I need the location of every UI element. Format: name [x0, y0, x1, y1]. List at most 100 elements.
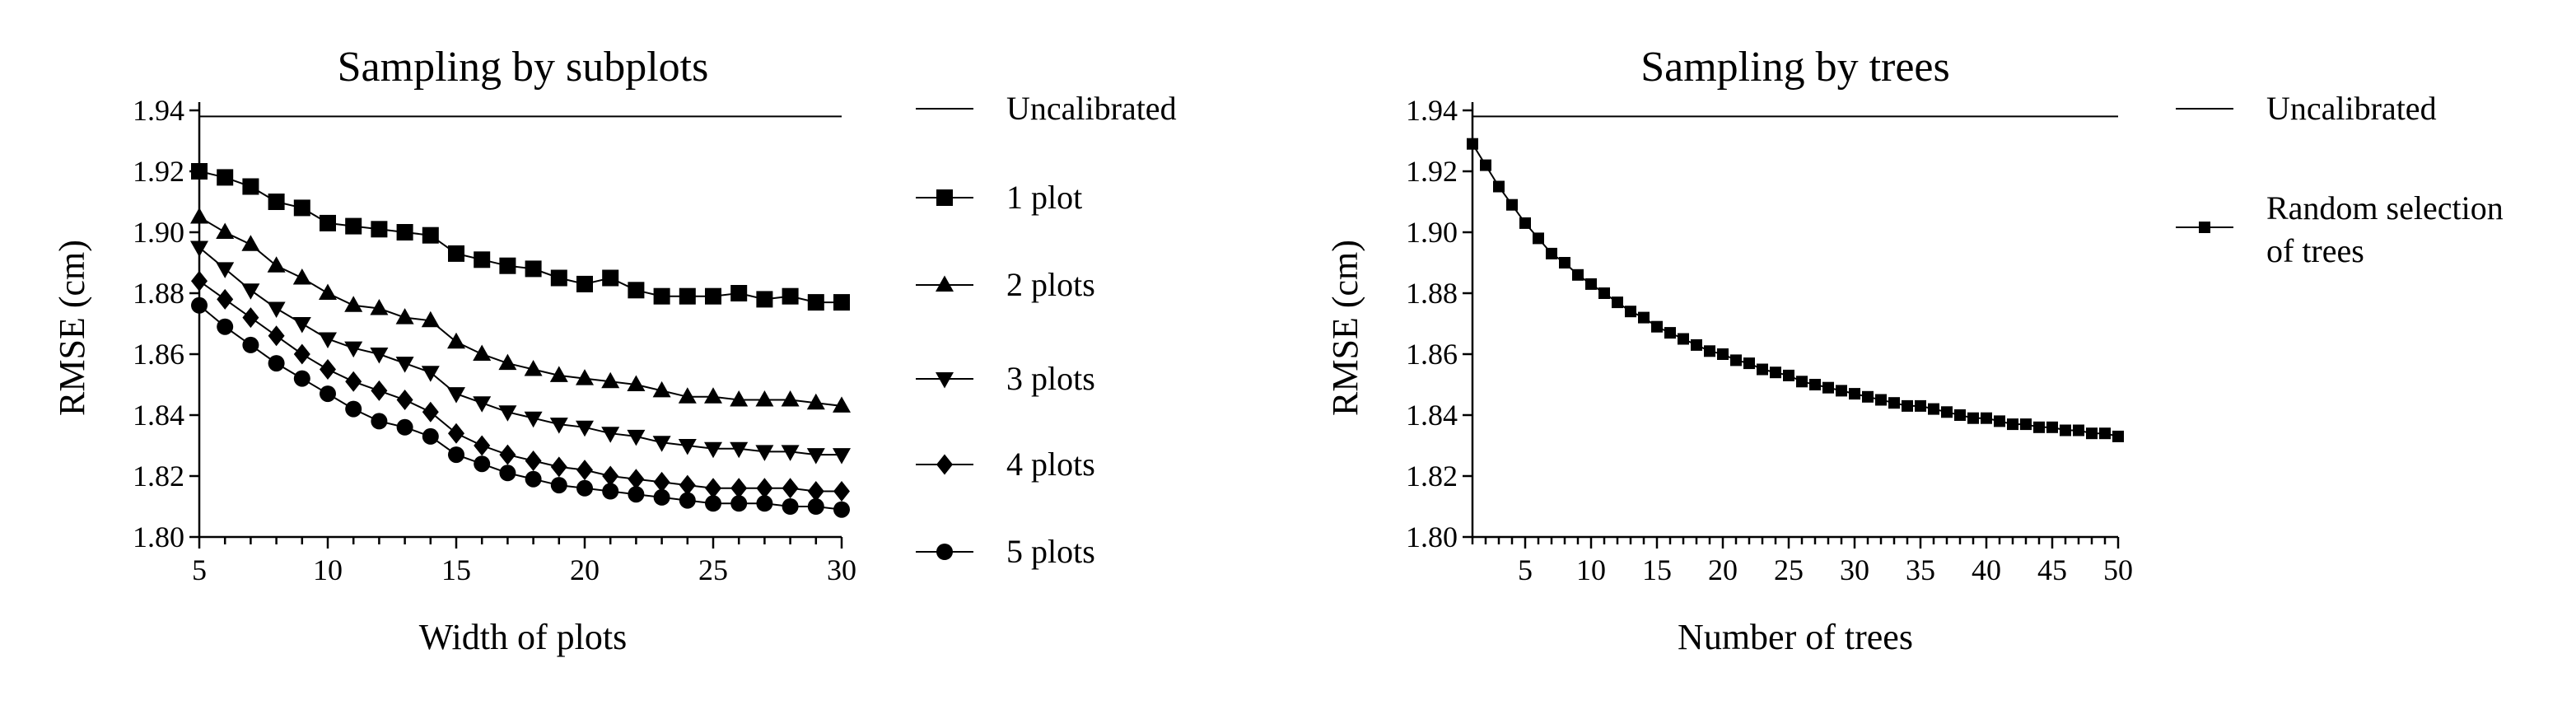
data-point-4-plots — [653, 471, 670, 493]
data-point-4-plots — [268, 325, 285, 347]
legend-label-1-plot: 1 plot — [1006, 179, 1082, 216]
data-point-5-plots — [550, 477, 567, 494]
data-point-2-plots — [447, 332, 465, 349]
y-axis-label: RMSE (cm) — [1325, 240, 1365, 416]
data-point-random-selection-of-trees — [1849, 388, 1860, 400]
y-tick-label: 1.88 — [1406, 277, 1458, 310]
y-tick-label: 1.92 — [133, 155, 184, 188]
data-point-random-selection-of-trees — [1480, 159, 1491, 171]
data-point-5-plots — [242, 336, 259, 353]
y-tick-label: 1.86 — [133, 338, 184, 371]
data-point-1-plot — [320, 214, 336, 231]
data-point-4-plots — [499, 444, 516, 465]
data-point-4-plots — [345, 371, 362, 392]
data-point-5-plots — [293, 370, 310, 387]
y-tick-label: 1.90 — [133, 216, 184, 249]
series-line-3-plots — [198, 246, 842, 456]
data-point-2-plots — [627, 375, 646, 391]
legend-label-2-plots: 2 plots — [1006, 266, 1095, 303]
data-point-random-selection-of-trees — [2020, 418, 2032, 431]
data-point-random-selection-of-trees — [2073, 424, 2084, 437]
data-point-3-plots — [627, 429, 646, 446]
data-point-3-plots — [498, 405, 517, 422]
data-point-random-selection-of-trees — [1638, 311, 1650, 324]
x-tick-label: 50 — [2103, 553, 2133, 586]
data-point-5-plots — [833, 501, 850, 518]
y-tick-label: 1.82 — [133, 460, 184, 493]
data-point-1-plot — [217, 169, 234, 186]
data-point-1-plot — [345, 217, 362, 235]
data-point-2-plots — [190, 208, 208, 224]
data-point-3-plots — [267, 301, 286, 318]
data-point-1-plot — [653, 287, 670, 305]
data-point-5-plots — [705, 495, 721, 512]
legend-label-5-plots: 5 plots — [1006, 533, 1095, 570]
data-point-random-selection-of-trees — [2112, 430, 2124, 442]
data-point-random-selection-of-trees — [1546, 247, 1557, 259]
y-tick-label: 1.94 — [133, 94, 184, 127]
y-tick-label: 1.80 — [133, 521, 184, 553]
data-point-random-selection-of-trees — [1664, 327, 1676, 339]
data-point-3-plots — [549, 418, 568, 434]
data-point-random-selection-of-trees — [2046, 421, 2058, 433]
data-point-random-selection-of-trees — [1967, 412, 1979, 424]
x-tick-label: 30 — [1840, 553, 1869, 586]
data-point-1-plot — [474, 251, 491, 268]
x-tick-label: 5 — [1518, 553, 1533, 586]
data-point-1-plot — [422, 226, 439, 244]
data-point-5-plots — [602, 483, 619, 500]
legend-marker-3-plots — [936, 372, 954, 389]
data-point-4-plots — [320, 359, 336, 380]
y-tick-label: 1.90 — [1406, 216, 1458, 249]
data-point-5-plots — [730, 495, 748, 512]
data-point-1-plot — [371, 221, 388, 238]
data-point-4-plots — [807, 481, 824, 502]
legend-label-uncalibrated: Uncalibrated — [1006, 90, 1177, 127]
data-point-1-plot — [242, 178, 259, 195]
data-point-2-plots — [267, 256, 286, 273]
data-point-1-plot — [550, 269, 567, 287]
data-point-2-plots — [241, 235, 260, 251]
data-point-1-plot — [293, 199, 310, 217]
data-point-4-plots — [602, 465, 619, 487]
data-point-4-plots — [448, 423, 464, 444]
y-tick-label: 1.92 — [1406, 155, 1458, 188]
data-point-2-plots — [370, 299, 389, 315]
series-line-4-plots — [198, 280, 842, 493]
data-point-2-plots — [421, 310, 440, 328]
data-point-2-plots — [833, 396, 851, 413]
data-point-random-selection-of-trees — [1743, 357, 1755, 370]
data-point-1-plot — [782, 287, 799, 305]
data-point-random-selection-of-trees — [1902, 399, 1913, 412]
data-point-1-plot — [576, 275, 593, 292]
data-point-5-plots — [782, 498, 799, 515]
legend-label-uncalibrated: Uncalibrated — [2266, 90, 2437, 127]
data-point-random-selection-of-trees — [1928, 403, 1939, 415]
chart-title: Sampling by subplots — [338, 44, 709, 91]
y-tick-label: 1.82 — [1406, 460, 1458, 493]
data-point-5-plots — [474, 455, 491, 473]
x-tick-label: 30 — [827, 553, 856, 586]
data-point-3-plots — [292, 317, 311, 334]
data-point-3-plots — [421, 366, 440, 382]
data-point-3-plots — [652, 436, 671, 452]
data-point-3-plots — [319, 332, 337, 348]
data-point-random-selection-of-trees — [2033, 421, 2045, 433]
x-tick-label: 20 — [570, 553, 600, 586]
data-point-3-plots — [601, 427, 620, 443]
legend-label-random-selection-of-trees: Random selection of trees — [2266, 189, 2504, 269]
data-point-4-plots — [833, 481, 850, 502]
data-point-4-plots — [705, 478, 721, 499]
chart-trees: Sampling by trees Number of trees RMSE (… — [1325, 44, 2504, 657]
y-tick-label: 1.84 — [1406, 399, 1458, 432]
data-point-1-plot — [705, 287, 721, 305]
data-point-3-plots — [730, 441, 749, 459]
data-point-1-plot — [628, 282, 645, 299]
x-tick-label: 10 — [1576, 553, 1606, 586]
data-point-1-plot — [756, 291, 773, 308]
data-point-3-plots — [241, 283, 260, 300]
data-point-4-plots — [525, 451, 542, 471]
data-point-random-selection-of-trees — [1730, 354, 1742, 367]
data-point-2-plots — [498, 353, 517, 371]
data-point-4-plots — [474, 435, 491, 456]
